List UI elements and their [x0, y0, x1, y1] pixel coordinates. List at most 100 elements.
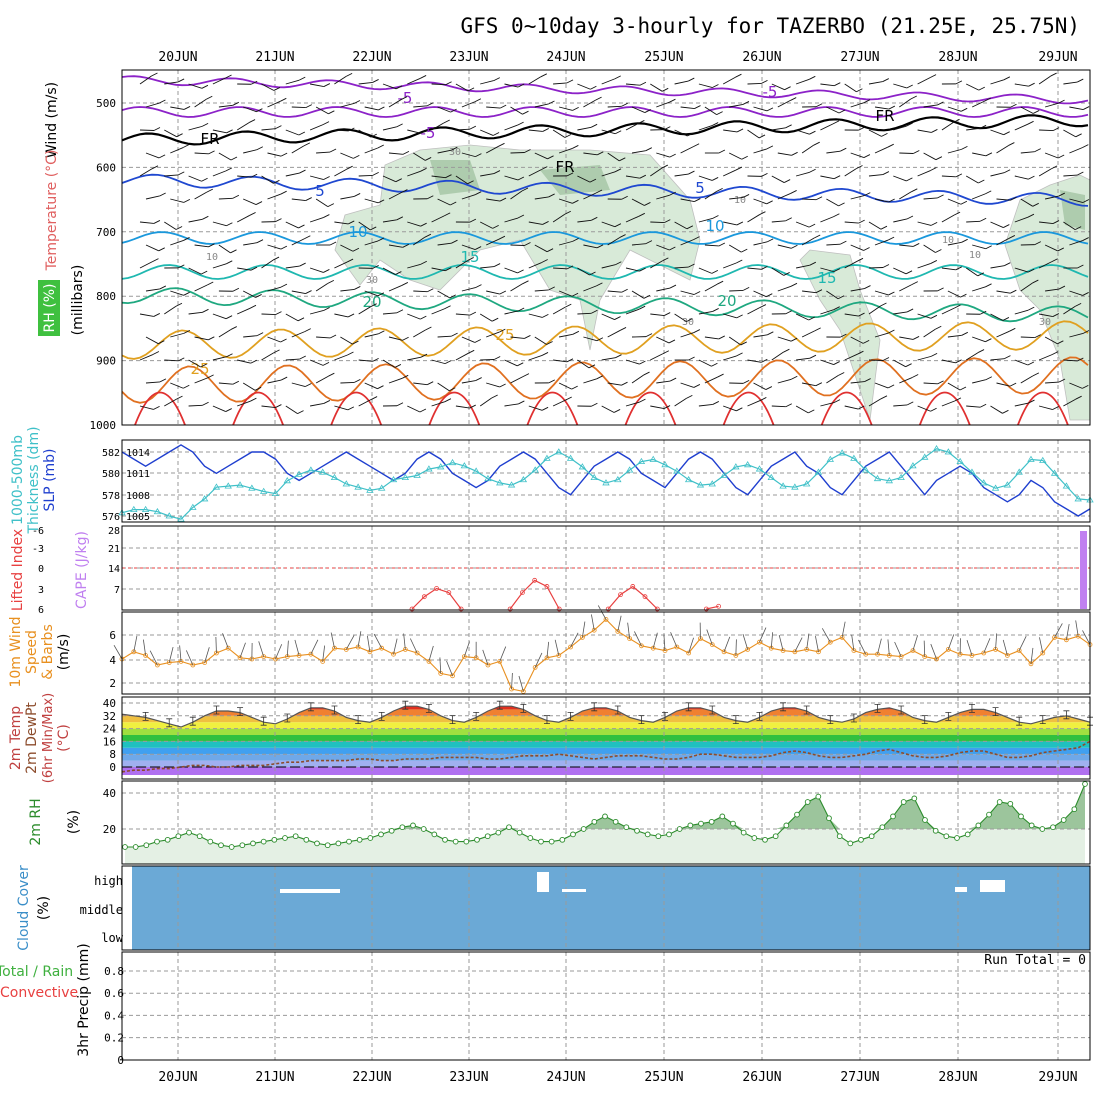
wind-barb: [704, 190, 717, 200]
wind-barb: [212, 405, 226, 412]
wind-barb: [917, 263, 931, 269]
rh2m-marker: [303, 836, 310, 843]
wind-barb: [844, 83, 857, 93]
wind-barb-flag: [712, 401, 720, 405]
wind-barb: [1045, 195, 1059, 200]
wind-barb: [947, 334, 962, 338]
wind-barb-flag: [542, 221, 549, 225]
wind-barb: [601, 357, 616, 361]
wind-barb-flag: [882, 357, 890, 361]
wind-barb: [1069, 382, 1083, 389]
wind-barb: [795, 221, 810, 228]
wind-barb-flag: [256, 239, 264, 244]
rh2m-marker: [292, 833, 299, 840]
wind-barb: [528, 355, 543, 361]
wind-barb-flag: [522, 280, 529, 285]
wind-barb-flag: [571, 385, 578, 390]
wind-barb-flag: [151, 165, 159, 170]
wind-barb-flag: [931, 129, 938, 133]
wind-barb: [820, 175, 835, 180]
wind-barb-flag: [955, 266, 962, 271]
temp-minmax-mark: [992, 707, 999, 716]
rh2m-marker: [602, 813, 608, 820]
wind-barb: [237, 267, 252, 271]
wind-barb: [656, 101, 670, 108]
wind-barb-flag: [716, 187, 723, 192]
wind-barb: [285, 172, 300, 177]
wind-barb-flag: [815, 103, 823, 108]
wind-barb-flag: [299, 169, 306, 174]
wind-barb: [145, 336, 159, 345]
wind10-marker: [898, 654, 904, 659]
wind-barb: [1063, 305, 1076, 315]
wind-barb: [747, 214, 760, 223]
wind-barb: [437, 106, 451, 113]
thickness-marker: [141, 505, 150, 512]
wind-barb: [1020, 375, 1034, 384]
wind-barb: [194, 191, 208, 200]
wind-barb-flag: [475, 191, 482, 196]
thickness-marker: [602, 479, 610, 486]
wind-barb: [382, 126, 397, 131]
wind-barb: [1038, 261, 1052, 269]
wind-barb-flag: [208, 336, 215, 341]
wind-barb: [723, 405, 737, 412]
wind-barb: [650, 260, 663, 269]
thickness-marker: [1027, 455, 1035, 462]
date-label-top: 25JUN: [644, 50, 683, 65]
wind-barb: [558, 382, 572, 390]
wind10-barb: [706, 629, 713, 645]
wind-barb-flag: [953, 211, 961, 216]
wind-barb: [534, 336, 547, 345]
wind-barb: [486, 382, 500, 388]
isotherm-35: [722, 391, 775, 426]
wind-barb: [893, 218, 908, 223]
wind-barb-flag: [420, 315, 427, 320]
wind-barb-flag: [694, 198, 701, 202]
wind10-marker: [532, 665, 538, 670]
wind-barb-flag: [880, 225, 888, 230]
wind-barb-flag: [517, 214, 525, 219]
wind-barb-flag: [595, 189, 603, 194]
date-label-bottom: 24JUN: [546, 1070, 585, 1085]
wind-barb-flag: [469, 125, 477, 130]
wind10-marker: [674, 644, 680, 650]
wind-barb-flag: [888, 329, 895, 334]
wind-barb-flag: [930, 352, 938, 357]
wind-barb-flag: [591, 402, 598, 407]
wind-barb-flag: [474, 98, 482, 103]
wind10-barb: [930, 643, 937, 660]
wind-barb-flag: [353, 193, 361, 197]
wind-barb-flag: [833, 213, 840, 218]
wind-barb: [753, 290, 767, 298]
thickness-marker: [496, 479, 504, 486]
wind-barb-flag: [469, 218, 477, 223]
wind-barb-flag: [230, 156, 238, 161]
temp-minmax-mark: [685, 702, 692, 712]
wind-barb-flag: [522, 110, 529, 115]
wind-barb-flag: [960, 200, 968, 205]
wind-barb-flag: [979, 403, 987, 408]
wind-barb-flag: [615, 261, 622, 266]
wind-barb: [826, 150, 841, 154]
wind-barb: [285, 79, 300, 85]
wind-barb: [358, 81, 373, 85]
wind-barb: [1014, 123, 1028, 131]
wind-barb-flag: [372, 79, 379, 83]
wind-barb: [1020, 106, 1034, 114]
wind-barb-flag: [735, 73, 742, 78]
wind-barb: [747, 82, 762, 85]
thickness-marker: [932, 445, 941, 452]
wind-barb: [874, 290, 889, 296]
wind-barb: [388, 285, 403, 292]
wind-barb-flag: [499, 383, 506, 388]
precip-total-label: Total / Rain: [0, 964, 73, 980]
wind-barb-flag: [250, 397, 257, 402]
wind-barb-flag: [887, 143, 894, 148]
wind-barb-flag: [202, 308, 209, 313]
slp-tick: 1005: [126, 512, 150, 523]
temp-minmax-mark: [756, 712, 763, 721]
wind-barb-flag: [742, 101, 750, 105]
wind10-barb: [652, 632, 658, 649]
